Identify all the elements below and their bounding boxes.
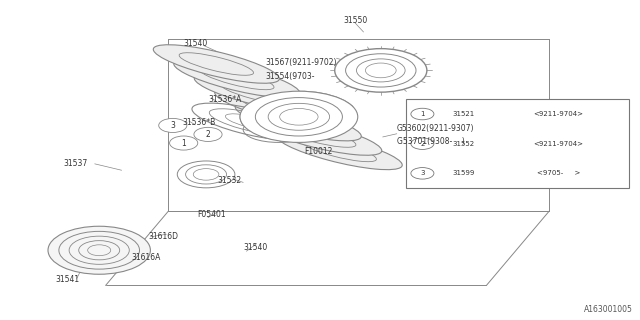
Ellipse shape <box>335 49 427 92</box>
Ellipse shape <box>255 117 382 155</box>
Text: 31567(9211-9702): 31567(9211-9702) <box>266 58 337 67</box>
Text: 2: 2 <box>205 130 211 139</box>
Text: <9705-     >: <9705- > <box>537 170 580 176</box>
Text: 31552: 31552 <box>452 141 474 147</box>
Ellipse shape <box>153 45 280 83</box>
Text: G53701(9308-    ): G53701(9308- ) <box>397 137 465 146</box>
Text: 2: 2 <box>420 141 424 147</box>
Ellipse shape <box>79 241 120 260</box>
Ellipse shape <box>356 59 405 82</box>
Text: 31616D: 31616D <box>148 232 178 241</box>
Text: 31540: 31540 <box>183 39 207 48</box>
Ellipse shape <box>240 91 358 142</box>
Ellipse shape <box>214 88 341 126</box>
Bar <box>406 99 629 188</box>
Ellipse shape <box>365 63 396 78</box>
Ellipse shape <box>276 131 403 170</box>
Text: 31532: 31532 <box>217 176 241 185</box>
Ellipse shape <box>173 59 300 98</box>
Circle shape <box>411 168 434 179</box>
Text: 3: 3 <box>420 170 425 176</box>
Text: 31616A: 31616A <box>131 253 161 262</box>
Text: 31554(9703-: 31554(9703- <box>266 72 315 81</box>
Circle shape <box>411 138 434 149</box>
Circle shape <box>159 118 187 132</box>
Ellipse shape <box>235 102 362 141</box>
Ellipse shape <box>69 236 129 264</box>
Text: 31541: 31541 <box>55 276 79 284</box>
Text: 31540: 31540 <box>244 243 268 252</box>
Ellipse shape <box>346 54 416 87</box>
Ellipse shape <box>194 74 321 112</box>
Circle shape <box>170 136 198 150</box>
Text: F05401: F05401 <box>197 210 225 219</box>
Circle shape <box>411 108 434 120</box>
Text: 1: 1 <box>420 111 425 117</box>
Text: 31537: 31537 <box>63 159 88 168</box>
Text: 3: 3 <box>170 121 175 130</box>
Ellipse shape <box>59 231 140 269</box>
Text: G53602(9211-9307): G53602(9211-9307) <box>397 124 474 132</box>
Text: F10012: F10012 <box>304 147 332 156</box>
Text: A163001005: A163001005 <box>584 305 632 314</box>
Ellipse shape <box>48 226 150 274</box>
Text: 31536*B: 31536*B <box>182 118 216 127</box>
Text: 31521: 31521 <box>452 111 474 117</box>
Text: 31536*A: 31536*A <box>208 95 241 104</box>
Ellipse shape <box>88 245 111 256</box>
Text: 31550: 31550 <box>343 16 367 25</box>
Text: <9211-9704>: <9211-9704> <box>534 111 584 117</box>
Text: 1: 1 <box>181 139 186 148</box>
Text: 31599: 31599 <box>452 170 474 176</box>
Text: <9211-9704>: <9211-9704> <box>534 141 584 147</box>
Circle shape <box>194 127 222 141</box>
